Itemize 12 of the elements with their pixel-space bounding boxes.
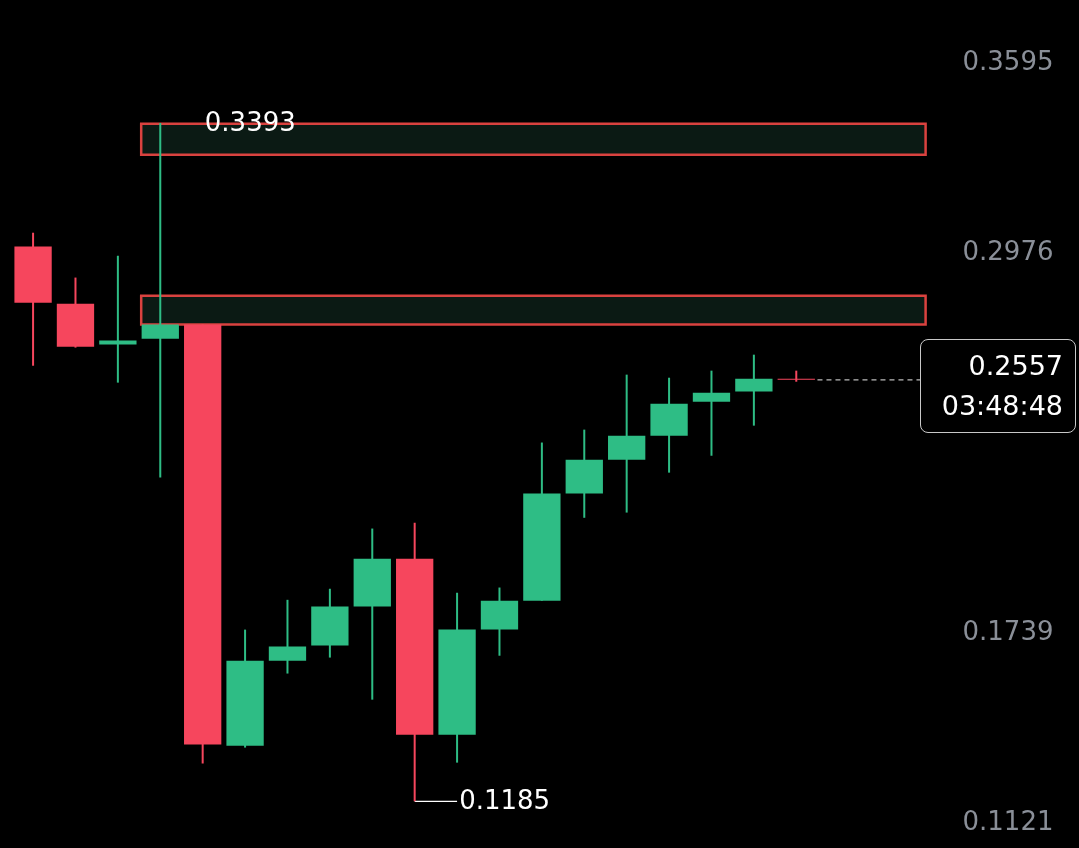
annotation: 0.1185 (459, 785, 551, 816)
text: 03:48:48 (940, 388, 1063, 423)
candlestick (141, 122, 179, 479)
y-tick-label: 0.1121 (962, 805, 1054, 836)
y-tick-label: 0.2976 (962, 235, 1054, 266)
y-tick-label: 0.3595 (962, 45, 1054, 76)
candlestick (99, 254, 137, 384)
candlestick (268, 598, 307, 675)
ref-line-label: 0.2557 (967, 348, 1063, 383)
y-tick-label: 0.1739 (962, 615, 1054, 646)
candlestick (692, 369, 731, 457)
candlestick (735, 353, 773, 427)
